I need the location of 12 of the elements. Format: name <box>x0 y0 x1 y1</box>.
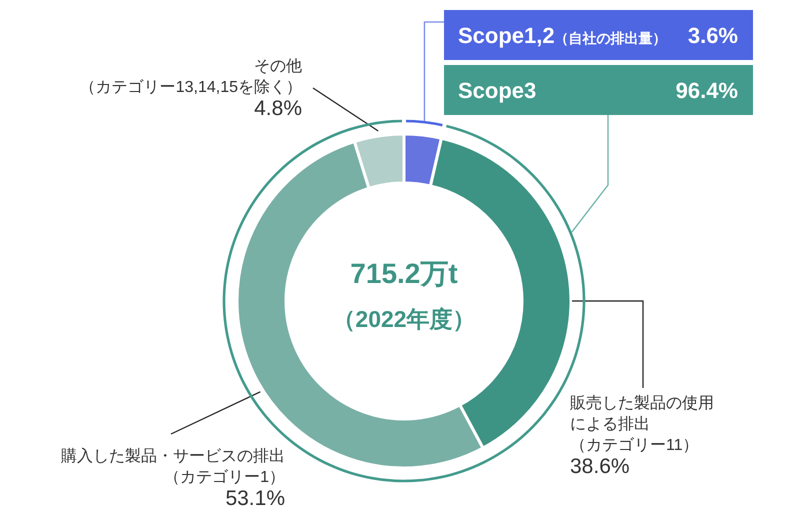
text: （2022年度） <box>332 306 476 332</box>
text: 96.4% <box>676 78 738 103</box>
slice-label: その他（カテゴリー13,14,15を除く） <box>80 58 302 96</box>
text: 715.2万t <box>350 258 458 289</box>
data-label: 38.6% <box>570 455 630 478</box>
slice-label: 購入した製品・サービスの排出（カテゴリー1） <box>61 447 285 486</box>
slice-label: Scope3 <box>458 78 536 103</box>
slice-label: Scope1,2（自社の排出量） <box>458 23 667 48</box>
data-label: 4.8% <box>254 97 302 120</box>
slice-label: 販売した製品の使用による排出（カテゴリー11） <box>570 394 714 454</box>
data-label: 53.1% <box>225 487 285 510</box>
text: 3.6% <box>688 23 738 48</box>
